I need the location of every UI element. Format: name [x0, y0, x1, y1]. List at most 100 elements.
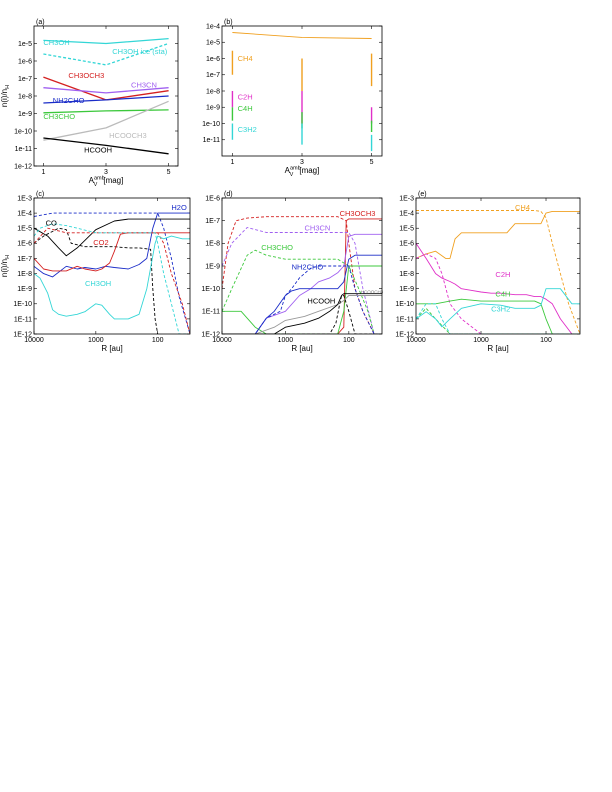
ytick-label-d: 1E-8 [205, 241, 220, 248]
series-label-c2h: C2H [495, 270, 510, 279]
xtick-label-c: 1000 [88, 337, 104, 344]
panel-label-d: (d) [224, 191, 233, 198]
series-label-hcooh: HCOOH [84, 145, 112, 154]
series-label-ch3cn: CH3CN [131, 81, 157, 90]
xtick-label-a: 1 [41, 169, 45, 176]
ytick-label-a: 1e-11 [15, 146, 32, 153]
series-co2-line [34, 232, 190, 272]
ytick-label-d: 1E-12 [201, 331, 220, 338]
ytick-label-c: 1E-8 [17, 271, 32, 278]
series-label-co2: CO2 [93, 238, 108, 247]
series-label-ch4: CH4 [515, 203, 530, 212]
data-layer-a [43, 37, 169, 155]
series-c3h2-line [416, 288, 580, 328]
ytick-label-c: 1E-9 [17, 286, 32, 293]
series-ch3oh-line [34, 235, 190, 320]
xlabel-e: R [au] [487, 344, 508, 353]
ytick-label-b: 1e-9 [206, 105, 220, 112]
series-c3h2-ice-line [416, 303, 580, 334]
series-ch3oh-line [43, 37, 169, 45]
series-label-ch3oh: CH3OH [85, 279, 111, 288]
series-hcooh-ice-line [222, 295, 382, 334]
ytick-label-e: 1E-4 [399, 211, 414, 218]
ytick-label-c: 1E-11 [14, 316, 32, 323]
xtick-label-e: 10000 [406, 337, 426, 344]
series-label-ch3och3: CH3OCH3 [340, 209, 376, 218]
series-label-ch3oh: CH3OH [43, 38, 69, 47]
series-label-ch3cn: CH3CN [305, 224, 331, 233]
series-ch4-top-line [232, 32, 372, 39]
ytick-label-e: 1E-6 [399, 241, 414, 248]
series-hcooch3-line [222, 295, 382, 334]
xtick-label-e: 1000 [473, 337, 489, 344]
panel-c: 1E-12 1E-11 1E-10 1E-9 1E-8 1E-7 1E-6 1E-5 1E-4 1… [0, 191, 191, 353]
series-ch3cn-ice-line [222, 227, 382, 334]
series-label-hcooch3: HCOOCH3 [361, 290, 384, 295]
xtick-label-d: 1000 [278, 337, 294, 344]
plot-frame-b [221, 25, 383, 157]
ytick-label-b: 1e-8 [206, 88, 220, 95]
series-h2o-line [34, 212, 190, 278]
ytick-label-e: 1E-10 [395, 301, 414, 308]
ytick-label-d: 1E-11 [202, 309, 220, 316]
series-label-ch3cho: CH3CHO [261, 243, 293, 252]
panel-label-e: (e) [418, 191, 427, 198]
series-h2o-ice-line [34, 212, 190, 334]
data-layer-c [34, 212, 190, 334]
data-layer-b [231, 32, 373, 152]
series-hcooch3-line [43, 100, 169, 141]
ytick-label-a: 1e-8 [18, 93, 32, 100]
series-label-nh2cho: NH2CHO [53, 96, 85, 105]
ytick-label-b: 1e-7 [206, 72, 220, 79]
ytick-label-a: 1e-5 [18, 41, 32, 48]
xtick-label-d: 10000 [212, 337, 232, 344]
panel-d: 1E-12 1E-11 1E-10 1E-9 1E-8 1E-7 1E-6 10000 1000… [201, 191, 383, 353]
xtick-label-c: 100 [152, 337, 164, 344]
ytick-label-d: 1E-6 [205, 195, 220, 202]
series-label-co: CO [46, 219, 57, 228]
ytick-label-c: 1E-6 [17, 241, 32, 248]
panel-b: 1e-11 1e-10 1e-9 1e-8 1e-7 1e-6 1e-5 1e-4 1 3 5 Aam… [202, 19, 383, 179]
series-ch3cho-ice-line [222, 249, 382, 334]
series-nh2cho-ice-line [222, 265, 382, 334]
ytick-label-e: 1E-3 [399, 195, 414, 202]
series-ch3oh-ice-sta-line [43, 42, 169, 66]
ytick-label-c: 1E-7 [17, 256, 32, 263]
series-label-c3h2: C3H2 [491, 305, 510, 314]
ytick-label-e: 1E-9 [399, 286, 414, 293]
series-ch3och3-line [222, 218, 382, 334]
series-label-nh2cho: NH2CHO [292, 263, 324, 272]
series-label-c2h: C2H [238, 92, 253, 101]
series-label-hcooch3: HCOOCH3 [109, 131, 147, 140]
series-label-ch3cho: CH3CHO [43, 112, 75, 121]
data-layer-d [222, 216, 382, 334]
ytick-label-a: 1e-10 [14, 128, 32, 135]
xlabel-c: R [au] [101, 344, 122, 353]
panel-label-a: (a) [36, 19, 45, 26]
ytick-label-d: 1E-9 [205, 263, 220, 270]
plot-frame-a [33, 25, 179, 167]
series-label-ch4: CH4 [238, 54, 253, 63]
ytick-label-e: 1E-12 [395, 331, 414, 338]
panel-label-c: (c) [36, 191, 44, 198]
series-co-ice-line [34, 227, 159, 334]
ytick-label-c: 1E-4 [17, 211, 32, 218]
xtick-label-c: 10000 [24, 337, 44, 344]
ylabel-a: n(i)/nH [0, 85, 11, 107]
panel-a: 1e-12 1e-11 1e-10 1e-9 1e-8 1e-7 1e-6 1e-5 1 3 5 Aa… [0, 19, 179, 188]
series-label-ch3oh-ice-sta: CH3OH ice (sta) [112, 47, 168, 56]
series-nh2cho-line [43, 95, 169, 104]
panel-e: 1E-12 1E-11 1E-10 1E-9 1E-8 1E-7 1E-6 1E-5 1E-4 1… [395, 191, 581, 353]
plot-frame-d [221, 197, 383, 335]
xlabel-d: R [au] [291, 344, 312, 353]
xtick-label-b: 1 [230, 159, 234, 166]
plot-frame-c [33, 197, 191, 335]
series-label-h2o: H2O [171, 203, 187, 212]
data-layer-e [416, 210, 580, 334]
ytick-label-d: 1E-7 [205, 218, 220, 225]
series-label-c4h: C4H [495, 290, 510, 299]
xlabel-b: Aamb V [mag] [285, 166, 320, 179]
series-label-c3h2: C3H2 [238, 125, 257, 134]
ytick-label-a: 1e-9 [18, 111, 32, 118]
series-label-c4h: C4H [238, 104, 253, 113]
